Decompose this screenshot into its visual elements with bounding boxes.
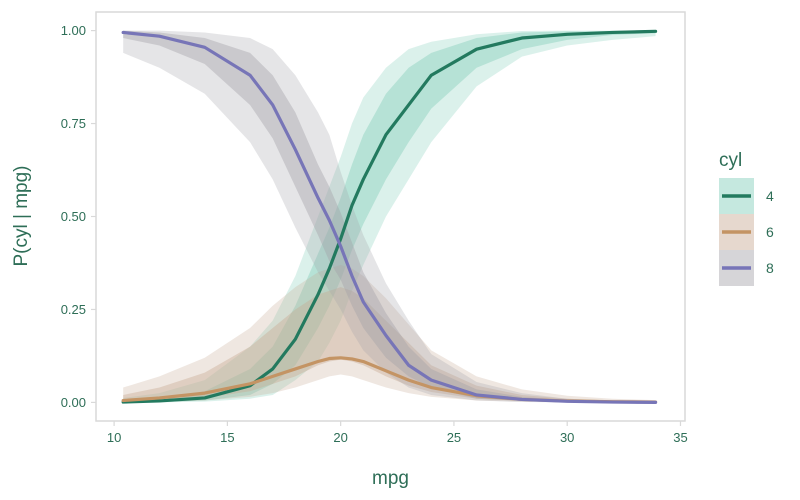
band-inner-cyl-4: [123, 30, 656, 403]
x-tick-label: 10: [107, 430, 121, 445]
legend-label: 6: [766, 224, 774, 240]
band-outer-cyl-8: [123, 30, 656, 403]
x-tick-label: 25: [447, 430, 461, 445]
band-inner-cyl-6: [123, 287, 656, 403]
legend: cyl 4 6 8: [719, 150, 774, 286]
y-axis-title: P(cyl | mpg): [11, 165, 32, 266]
band-outer-cyl-6: [123, 264, 656, 403]
line-cyl-4: [121, 29, 658, 404]
y-tick-label: 0.75: [61, 116, 86, 131]
x-axis-title: mpg: [372, 468, 409, 489]
y-axis: 0.00 0.25 0.50 0.75 1.00: [61, 23, 96, 410]
interval-bands: [123, 30, 656, 403]
legend-item-cyl-4: 4: [719, 178, 774, 214]
legend-item-cyl-8: 8: [719, 250, 774, 286]
y-tick-label: 0.00: [61, 395, 86, 410]
legend-item-cyl-6: 6: [719, 214, 774, 250]
legend-label: 4: [766, 188, 774, 204]
y-tick-label: 0.50: [61, 209, 86, 224]
x-tick-label: 20: [333, 430, 347, 445]
x-tick-label: 15: [220, 430, 234, 445]
y-tick-label: 1.00: [61, 23, 86, 38]
line-cyl-8: [121, 30, 658, 405]
legend-label: 8: [766, 260, 774, 276]
band-inner-cyl-8: [123, 30, 656, 403]
series-lines: [121, 29, 658, 405]
y-tick-label: 0.25: [61, 302, 86, 317]
x-tick-label: 30: [560, 430, 574, 445]
legend-keys: 4 6 8: [719, 178, 774, 286]
x-axis: 10 15 20 25 30 35: [107, 421, 688, 445]
x-tick-label: 35: [673, 430, 687, 445]
band-outer-cyl-4: [123, 30, 656, 403]
legend-title: cyl: [719, 150, 742, 171]
